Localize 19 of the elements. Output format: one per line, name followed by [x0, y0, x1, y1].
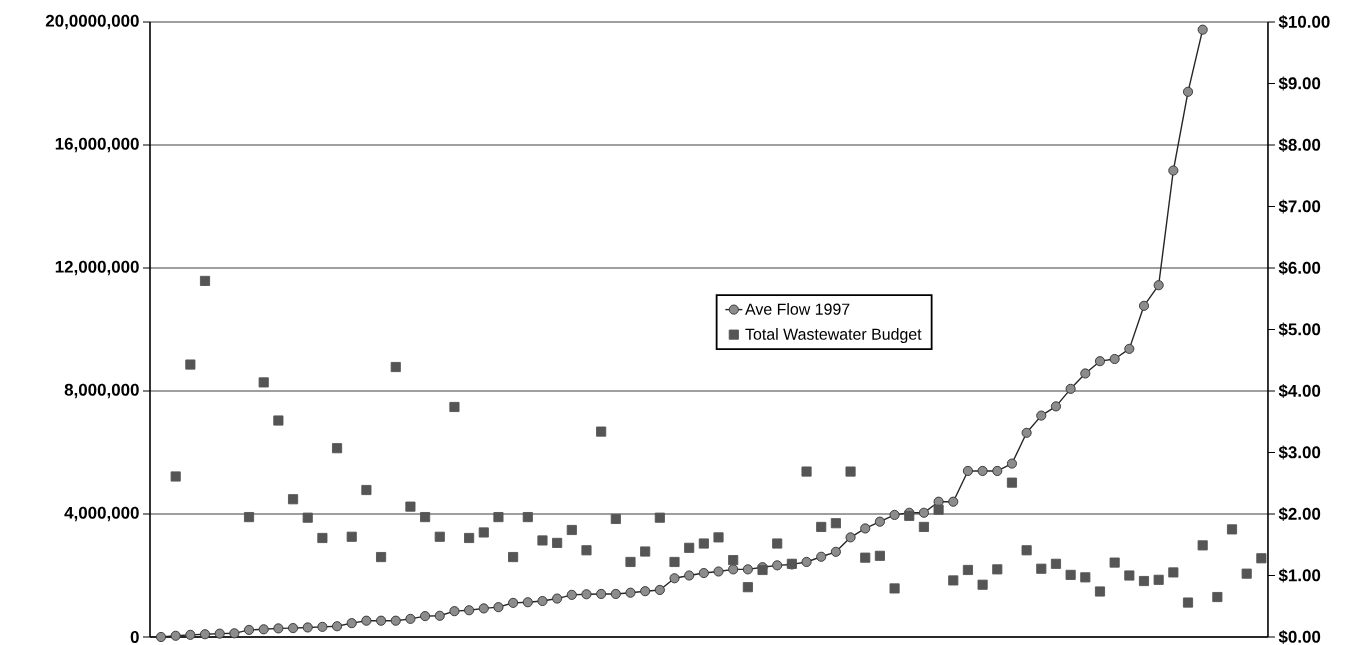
y-tick-label: 8,000,000 [64, 383, 139, 399]
legend-label: Ave Flow 1997 [745, 303, 850, 315]
y-tick-label: 20,0000,000 [45, 14, 139, 30]
legend-label: Total Wastewater Budget [745, 328, 922, 343]
y2-tick-label: $4.00 [1278, 384, 1321, 398]
y2-tick-label: $2.00 [1278, 507, 1321, 521]
y2-tick-label: $5.00 [1278, 322, 1321, 337]
y2-tick-label: $6.00 [1278, 261, 1321, 275]
y-tick-label: 12,000,000 [55, 260, 139, 276]
y2-tick-label: $8.00 [1278, 138, 1321, 152]
y-tick-label: 4,000,000 [64, 506, 139, 522]
y2-tick-label: $9.00 [1278, 76, 1321, 91]
y-tick-label: 16,000,000 [55, 137, 139, 153]
y2-tick-label: $10.00 [1278, 15, 1330, 29]
y2-tick-label: $1.00 [1278, 568, 1321, 583]
y2-tick-label: $7.00 [1278, 199, 1321, 214]
y-tick-label: 0 [130, 631, 139, 643]
y2-tick-label: $0.00 [1278, 630, 1321, 644]
y2-tick-label: $3.00 [1278, 445, 1321, 460]
